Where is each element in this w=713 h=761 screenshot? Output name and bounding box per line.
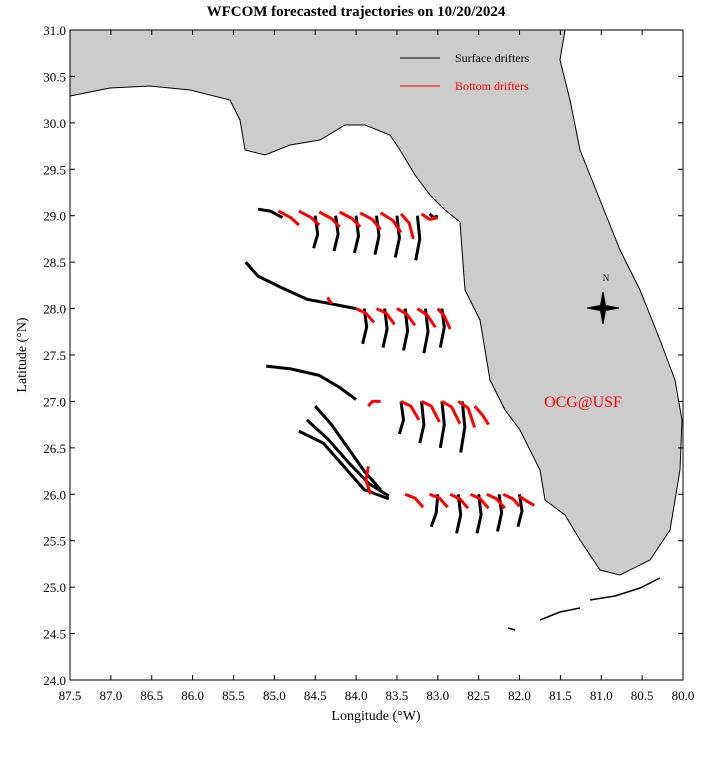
y-tick-label: 27.0 xyxy=(43,394,66,409)
y-tick-label: 28.0 xyxy=(43,302,66,317)
trajectory xyxy=(438,401,446,449)
trajectory xyxy=(420,400,441,423)
x-axis-label: Longitude (°W) xyxy=(331,709,421,724)
trajectory xyxy=(402,308,410,351)
y-tick-label: 26.0 xyxy=(43,487,66,502)
legend-label: Bottom drifters xyxy=(455,79,529,93)
compass-label: N xyxy=(603,273,610,283)
x-tick-label: 87.5 xyxy=(59,688,82,703)
trajectory xyxy=(449,492,470,510)
trajectory xyxy=(257,207,284,219)
y-tick-label: 29.5 xyxy=(43,162,66,177)
trajectory xyxy=(381,308,389,348)
trajectory xyxy=(418,401,426,444)
trajectory xyxy=(457,400,477,428)
x-tick-label: 86.0 xyxy=(181,688,204,703)
y-tick-label: 29.0 xyxy=(43,209,66,224)
trajectory xyxy=(396,307,417,327)
x-tick-label: 81.0 xyxy=(590,688,613,703)
trajectory xyxy=(459,401,467,453)
trajectory xyxy=(326,296,333,305)
trajectory xyxy=(244,261,357,311)
trajectory xyxy=(429,492,449,509)
trajectory xyxy=(486,492,506,510)
x-tick-label: 80.5 xyxy=(631,688,654,703)
trajectory xyxy=(373,215,381,256)
trajectory xyxy=(338,210,362,228)
trajectory xyxy=(429,494,440,528)
trajectory xyxy=(361,308,369,345)
x-tick-label: 87.0 xyxy=(99,688,122,703)
x-tick-label: 86.5 xyxy=(140,688,163,703)
y-tick-label: 24.0 xyxy=(43,673,66,688)
y-tick-label: 30.0 xyxy=(43,116,66,131)
trajectory xyxy=(404,492,425,509)
x-tick-label: 84.0 xyxy=(345,688,368,703)
y-tick-label: 30.5 xyxy=(43,69,66,84)
trajectory xyxy=(305,418,390,498)
trajectory xyxy=(375,307,396,326)
trajectory xyxy=(314,405,382,491)
y-tick-label: 24.5 xyxy=(43,627,66,642)
trajectory xyxy=(441,400,462,425)
trajectory xyxy=(416,307,437,328)
trajectory xyxy=(277,209,300,227)
trajectory xyxy=(516,494,524,528)
y-axis-label: Latitude (°N) xyxy=(15,317,30,393)
y-tick-label: 27.5 xyxy=(43,348,66,363)
keys xyxy=(507,577,661,631)
x-tick-label: 82.0 xyxy=(508,688,531,703)
x-tick-label: 80.0 xyxy=(672,688,695,703)
trajectory xyxy=(399,212,415,240)
trajectory xyxy=(367,399,381,408)
x-tick-label: 84.5 xyxy=(304,688,327,703)
trajectory xyxy=(397,401,405,435)
trajectory xyxy=(298,209,321,227)
y-tick-label: 26.5 xyxy=(43,441,66,456)
trajectory xyxy=(473,405,490,426)
compass xyxy=(586,291,620,325)
trajectory xyxy=(379,211,403,234)
legend-label: Surface drifters xyxy=(455,51,530,65)
trajectory xyxy=(318,210,341,228)
y-tick-label: 25.0 xyxy=(43,580,66,595)
y-tick-label: 31.0 xyxy=(43,23,66,38)
y-tick-label: 25.5 xyxy=(43,534,66,549)
x-tick-label: 85.5 xyxy=(222,688,245,703)
trajectory xyxy=(359,211,382,231)
trajectory xyxy=(266,364,357,401)
x-tick-label: 83.5 xyxy=(386,688,409,703)
trajectory xyxy=(414,215,422,261)
trajectory xyxy=(502,492,521,508)
trajectory xyxy=(298,429,390,501)
trajectory xyxy=(436,307,452,330)
x-tick-label: 85.0 xyxy=(263,688,286,703)
trajectory xyxy=(355,307,376,324)
x-tick-label: 81.5 xyxy=(549,688,572,703)
trajectory xyxy=(400,400,421,421)
land xyxy=(69,29,683,576)
x-tick-label: 83.0 xyxy=(426,688,449,703)
chart-title: WFCOM forecasted trajectories on 10/20/2… xyxy=(207,4,506,20)
x-tick-label: 82.5 xyxy=(467,688,490,703)
trajectory xyxy=(364,466,373,495)
trajectory xyxy=(469,492,490,510)
trajectory xyxy=(518,494,535,507)
trajectory xyxy=(475,494,483,534)
y-tick-label: 28.5 xyxy=(43,255,66,270)
trajectory xyxy=(393,215,401,258)
annotation: OCG@USF xyxy=(544,394,622,411)
trajectory xyxy=(420,212,439,221)
trajectory xyxy=(455,494,463,534)
